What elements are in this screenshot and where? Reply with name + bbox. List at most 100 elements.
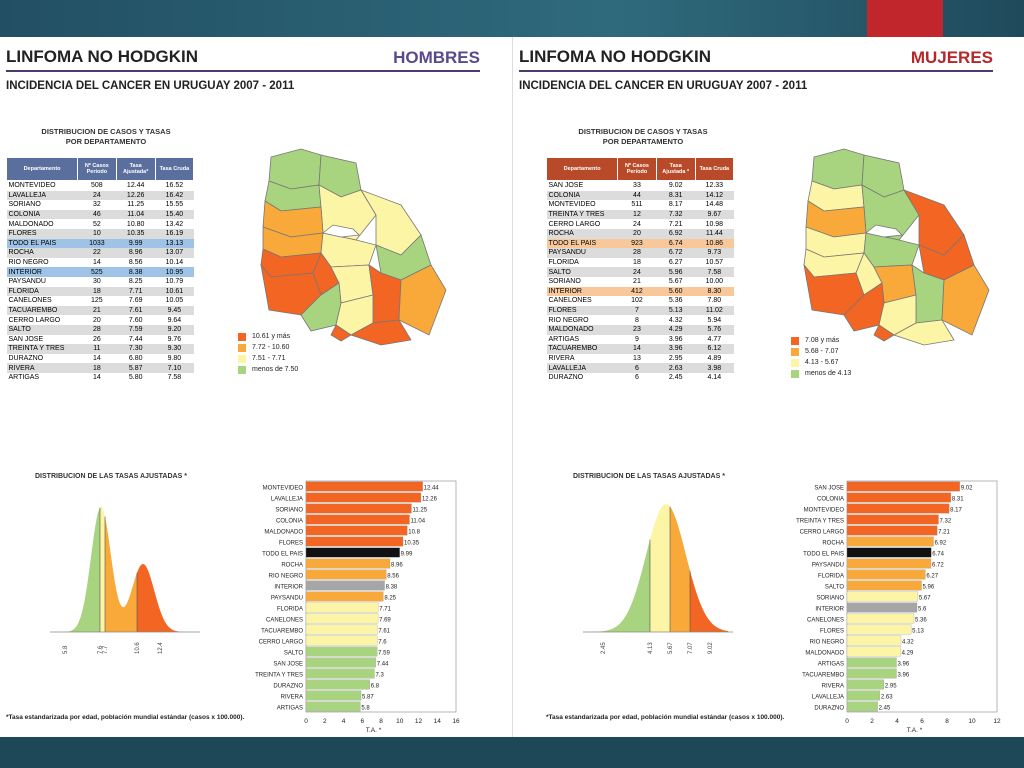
- value-cell: 508: [77, 180, 117, 191]
- category-label: TREINTA Y TRES: [255, 672, 303, 678]
- value-cell: 125: [77, 296, 117, 306]
- value-cell: 33: [617, 180, 657, 191]
- value-cell: 12.33: [695, 180, 734, 191]
- x-axis-label: T.A. *: [907, 727, 923, 734]
- value-cell: 10: [77, 228, 117, 239]
- distribution-segment: [650, 504, 670, 632]
- department-name-cell: CERRO LARGO: [6, 315, 78, 325]
- department-name-cell: FLORIDA: [6, 286, 78, 297]
- data-label: 7.32: [940, 518, 952, 524]
- bar-maldonado: [305, 525, 408, 536]
- distribution-tick-label: 7.07: [688, 642, 694, 654]
- department-name-cell: ROCHA: [6, 248, 78, 258]
- table-row: DURAZNO 6 2.45 4.14: [546, 372, 734, 383]
- legend-swatch: [791, 336, 799, 345]
- value-cell: 3.96: [656, 334, 696, 345]
- value-cell: 10.57: [695, 257, 734, 268]
- value-cell: 7.60: [116, 315, 156, 325]
- value-cell: 32: [77, 200, 117, 210]
- department-name-cell: RIVERA: [546, 353, 618, 364]
- value-cell: 923: [617, 238, 657, 249]
- table-row: ROCHA 20 6.92 11.44: [546, 228, 734, 239]
- category-label: RIVERA: [822, 683, 844, 689]
- legend-item: 4.13 - 5.67: [791, 357, 851, 368]
- department-name-cell: SALTO: [6, 324, 78, 335]
- value-cell: 28: [77, 324, 117, 335]
- category-label: TODO EL PAIS: [803, 551, 844, 557]
- legend-swatch: [791, 358, 799, 367]
- bar-rivera: [305, 690, 362, 701]
- table-row: ROCHA 22 8.96 13.07: [6, 248, 194, 258]
- table-title: DISTRIBUCION DE CASOS Y TASAS POR DEPART…: [543, 127, 743, 147]
- value-cell: 14: [77, 372, 117, 383]
- value-cell: 102: [617, 296, 657, 306]
- bar-montevideo: [846, 503, 950, 514]
- category-label: RIO NEGRO: [269, 573, 304, 579]
- value-cell: 12.26: [116, 190, 156, 201]
- value-cell: 4.89: [695, 353, 734, 364]
- department-region-durazno: [320, 232, 377, 268]
- category-label: LAVALLEJA: [271, 496, 303, 502]
- legend-swatch: [791, 369, 799, 378]
- value-cell: 9.20: [155, 324, 194, 335]
- table-row: TREINTA Y TRES 11 7.30 9.30: [6, 344, 194, 354]
- department-name-cell: TREINTA Y TRES: [6, 344, 78, 354]
- table-row: INTERIOR 412 5.60 8.30: [546, 286, 734, 297]
- table-row: SORIANO 21 5.67 10.00: [546, 276, 734, 287]
- department-name-cell: LAVALLEJA: [546, 363, 618, 373]
- data-label: 11.25: [412, 507, 427, 513]
- data-label: 3.96: [898, 661, 910, 667]
- value-cell: 10.98: [695, 219, 734, 229]
- value-cell: 10.95: [155, 267, 194, 277]
- table-row: SAN JOSE 33 9.02 12.33: [546, 180, 734, 191]
- category-label: RIVERA: [281, 694, 303, 700]
- value-cell: 511: [617, 200, 657, 210]
- legend-label: 7.72 - 10.60: [252, 344, 290, 351]
- value-cell: 16.52: [155, 180, 194, 191]
- uruguay-map: [803, 148, 990, 346]
- value-cell: 9.76: [155, 334, 194, 345]
- page-subtitle: INCIDENCIA DEL CANCER EN URUGUAY 2007 - …: [6, 80, 295, 92]
- value-cell: 5.60: [656, 286, 696, 297]
- adjusted-rate-bar-chart: SAN JOSE 9.02 COLONIA 8.31 MONTEVIDEO 8.17 TRE…: [796, 480, 1001, 734]
- x-tick-label: 2: [323, 718, 327, 725]
- department-name-cell: SORIANO: [6, 200, 78, 210]
- page-subtitle: INCIDENCIA DEL CANCER EN URUGUAY 2007 - …: [519, 80, 808, 92]
- category-label: TACUAREMBO: [802, 672, 844, 678]
- title-rule: [519, 70, 993, 72]
- data-label: 6.74: [932, 551, 944, 557]
- table-row: CANELONES 125 7.69 10.05: [6, 296, 194, 306]
- department-region-montevideo: [330, 324, 352, 342]
- bar-rocha: [305, 558, 391, 569]
- value-cell: 7.59: [116, 324, 156, 335]
- value-cell: 14: [77, 353, 117, 364]
- x-tick-label: 2: [870, 718, 874, 725]
- distribution-tick-label: 7.6: [98, 645, 104, 654]
- data-label: 6.72: [932, 562, 944, 568]
- value-cell: 14: [617, 344, 657, 354]
- table-title-line-1: DISTRIBUCION DE CASOS Y TASAS: [41, 127, 171, 136]
- department-region-maldonado: [350, 319, 412, 346]
- column-header: Nº Casos Período: [617, 157, 657, 181]
- department-table: Departamento Nº Casos Período Tasa Ajustad…: [545, 157, 735, 383]
- column-header: Tasa Ajustada *: [655, 157, 696, 181]
- x-tick-label: 12: [415, 718, 423, 725]
- data-label: 6.27: [926, 573, 938, 579]
- value-cell: 10.35: [116, 228, 156, 239]
- bar-canelones: [305, 613, 379, 624]
- column-header: Tasa Ajustada*: [115, 157, 156, 181]
- table-title-line-2: POR DEPARTAMENTO: [602, 137, 684, 146]
- bar-paysandu: [305, 591, 384, 602]
- category-label: FLORES: [279, 540, 303, 546]
- legend-item: 5.68 - 7.07: [791, 346, 851, 357]
- bar-treinta-y-tres: [846, 514, 939, 525]
- bar-rocha: [846, 536, 934, 547]
- value-cell: 15.55: [155, 200, 194, 210]
- value-cell: 18: [77, 286, 117, 297]
- value-cell: 1033: [77, 238, 117, 249]
- category-label: COLONIA: [276, 518, 303, 524]
- category-label: TACUAREMBO: [261, 628, 303, 634]
- category-label: COLONIA: [817, 496, 844, 502]
- x-tick-label: 4: [895, 718, 899, 725]
- data-label: 9.99: [401, 551, 413, 557]
